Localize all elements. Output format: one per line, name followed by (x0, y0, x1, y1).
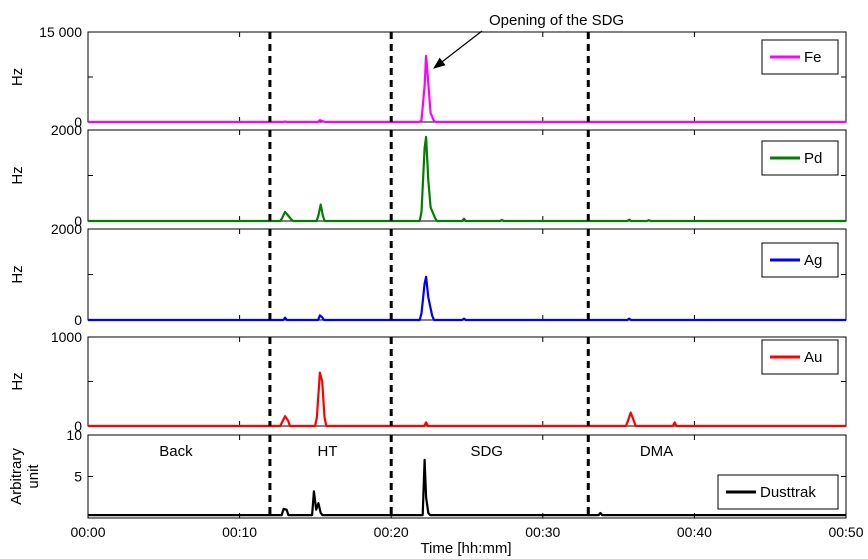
y-tick-label: 5 (74, 469, 82, 485)
legend: Dusttrak (717, 474, 839, 510)
y-tick-label: 1000 (51, 329, 82, 345)
panel-dusttrak: 5 10 Arbitraryunit Dusttrak Back HT SDG DMA (8, 427, 847, 519)
x-tick-label: 00:50 (828, 524, 863, 540)
y-axis-label: Hz (9, 265, 26, 283)
x-axis: Time [hh:mm] 00:00 00:10 00:20 00:30 00:40 00… (70, 524, 863, 557)
y-axis-label-line: Arbitrary (8, 448, 25, 505)
series-line-dusttrak (88, 458, 846, 517)
x-tick-label: 00:20 (374, 524, 409, 540)
panels-layer: 015 000HzFe02000HzPd02000HzAg01000HzAu51… (8, 12, 847, 519)
x-tick-label: 00:00 (70, 524, 105, 540)
y-tick-label: 0 (74, 312, 82, 328)
y-tick-label: 10 (66, 427, 82, 443)
series-line-pd (88, 135, 846, 223)
y-tick-label: 0 (74, 213, 82, 229)
series-line-ag (88, 275, 846, 322)
y-tick-label: 15 000 (39, 24, 82, 40)
legend-label: Au (804, 349, 822, 366)
panel-au: 0 1000 Hz Au (9, 329, 847, 434)
annotation-arrow (433, 30, 483, 69)
x-tick-label: 00:10 (222, 524, 257, 540)
panel-pd: 0 2000 Hz Pd (9, 122, 847, 229)
plot-frame (87, 336, 847, 427)
x-axis-label: Time [hh:mm] (420, 540, 511, 557)
plot-frame (87, 228, 847, 321)
y-tick-label: 0 (74, 114, 82, 130)
legend: Fe (761, 39, 839, 75)
panel-fe: 0 15 000 Hz Fe (9, 24, 847, 130)
annotation-text: Opening of the SDG (489, 12, 624, 29)
y-axis-label-line: unit (25, 464, 42, 489)
phase-label: HT (318, 443, 338, 460)
y-tick-label: 2000 (51, 221, 82, 237)
x-tick-label: 00:40 (677, 524, 712, 540)
y-axis-label: Hz (9, 166, 26, 184)
legend-label: Pd (804, 150, 822, 167)
y-tick-label: 0 (74, 418, 82, 434)
legend-label: Fe (804, 49, 822, 66)
y-axis-label: Arbitraryunit (8, 448, 42, 505)
series-line-fe (88, 54, 846, 124)
phase-label: DMA (640, 443, 673, 460)
x-tick-label: 00:30 (525, 524, 560, 540)
plot-frame (87, 129, 847, 222)
y-tick-label: 2000 (51, 122, 82, 138)
legend: Pd (761, 140, 839, 176)
panel-ag: 0 2000 Hz Ag (9, 221, 847, 328)
phase-label: Back (159, 443, 193, 460)
legend-label: Dusttrak (760, 484, 816, 501)
phase-label: SDG (470, 443, 503, 460)
legend: Ag (761, 242, 839, 278)
y-axis-label: Hz (9, 68, 26, 86)
annotation: Opening of the SDG (433, 12, 624, 69)
series-line-au (88, 371, 846, 428)
legend: Au (761, 339, 839, 375)
legend-label: Ag (804, 252, 822, 269)
plot-frame (87, 31, 847, 123)
y-axis-label: Hz (9, 372, 26, 390)
